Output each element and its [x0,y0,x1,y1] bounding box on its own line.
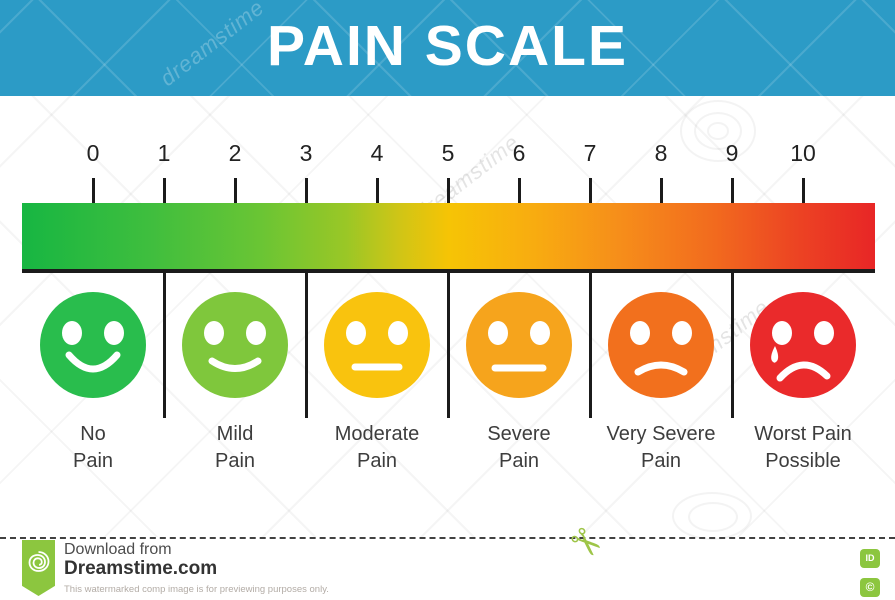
page-title: PAIN SCALE [267,14,628,78]
tick-label-6: 6 [512,140,526,166]
download-from-label: Download from [64,541,172,558]
dreamstime-site-label: Dreamstime.com [64,558,218,579]
tick-label-10: 10 [790,140,816,166]
level-label-no-pain: No Pain [72,423,114,472]
scale-bar [22,203,875,273]
level-label-moderate-pain: Moderate Pain [334,423,420,472]
tick-label-4: 4 [370,140,384,166]
tick-line-7 [588,178,592,418]
watermark-disclaimer: This watermarked comp image is for previ… [64,584,329,595]
copyright-badge: © [860,578,880,597]
tick-label-9: 9 [725,140,739,166]
tick-line-1 [162,178,166,418]
face-worst-pain [750,292,856,398]
face-mild-pain [182,292,288,398]
tick-label-7: 7 [583,140,597,166]
tick-line-3 [304,178,308,418]
tick-label-8: 8 [654,140,668,166]
watermark-rings-icon [672,492,752,540]
face-very-severe-pain [608,292,714,398]
spiral-logo-icon [28,551,50,572]
tick-label-5: 5 [441,140,455,166]
face-moderate-pain [324,292,430,398]
dreamstime-pennant-badge [22,540,55,596]
face-no-pain [40,292,146,398]
level-label-severe-pain: Severe Pain [487,423,551,472]
tick-line-5 [446,178,450,418]
level-label-very-severe-pain: Very Severe Pain [606,423,716,472]
tick-label-3: 3 [299,140,313,166]
scissors-icon: ✂ [559,515,613,571]
tick-label-0: 0 [86,140,100,166]
tick-label-1: 1 [157,140,171,166]
level-label-worst-pain: Worst Pain Possible [754,423,852,472]
face-severe-pain [466,292,572,398]
watermark-rings-icon [680,100,756,162]
tick-line-9 [730,178,734,418]
level-label-mild-pain: Mild Pain [214,423,256,472]
tear-icon [771,346,779,363]
id-badge: ID [860,549,880,568]
header-banner: PAIN SCALE dreamstime [0,0,895,96]
dashed-cut-line [0,537,895,539]
tick-label-2: 2 [228,140,242,166]
